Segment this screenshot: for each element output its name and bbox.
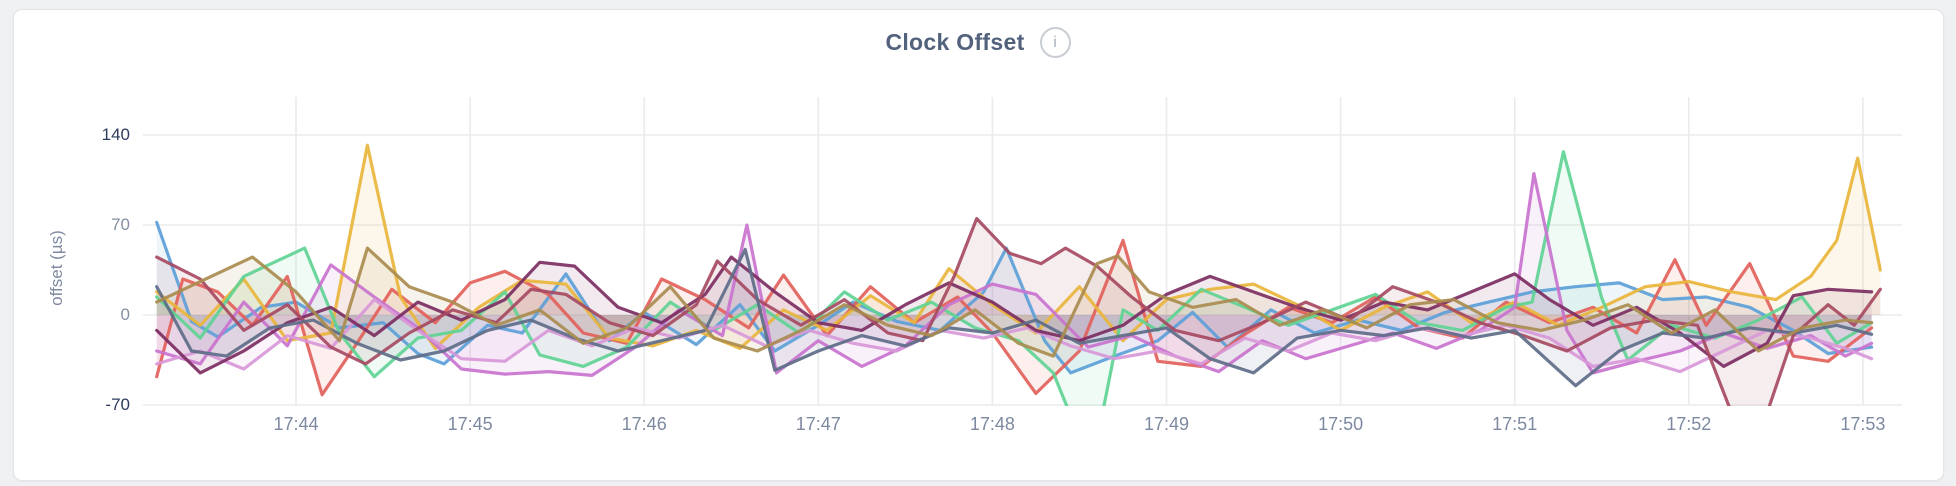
chart-title: Clock Offset [885, 29, 1025, 55]
line-green [155, 150, 1874, 406]
line-lilac-area [156, 299, 1872, 372]
x-tick-label: 17:50 [1318, 414, 1364, 434]
y-axis-title: offset (µs) [47, 230, 66, 306]
line-blue-area [156, 222, 1872, 373]
line-olive-area [156, 248, 1872, 357]
x-tick-label: 17:46 [621, 414, 667, 434]
x-tick-label: 17:45 [447, 414, 493, 434]
info-icon[interactable]: i [1039, 27, 1071, 58]
line-plum [155, 255, 1874, 375]
x-tick-label: 17:47 [795, 414, 841, 434]
series-lines [155, 143, 1882, 406]
gridlines [143, 97, 1902, 406]
line-slate [155, 247, 1874, 388]
x-tick-label: 17:49 [1143, 414, 1190, 434]
x-tick-label: 17:48 [969, 414, 1015, 434]
y-tick-label: 0 [120, 305, 130, 324]
chart-header: Clock Offset i [0, 27, 1956, 58]
x-tick-label: 17:53 [1840, 414, 1886, 434]
y-tick-label: -70 [105, 395, 130, 414]
line-maroon [155, 217, 1882, 406]
x-tick-label: 17:51 [1492, 414, 1538, 434]
chart-card [13, 9, 1944, 481]
line-olive [155, 246, 1874, 358]
y-tick-label: 70 [111, 215, 130, 234]
x-tick-label: 17:52 [1666, 414, 1712, 434]
x-tick-label: 17:44 [273, 414, 319, 434]
line-orchid-area [156, 173, 1872, 376]
y-tick-label: 140 [101, 125, 130, 144]
line-maroon-area [156, 218, 1881, 406]
